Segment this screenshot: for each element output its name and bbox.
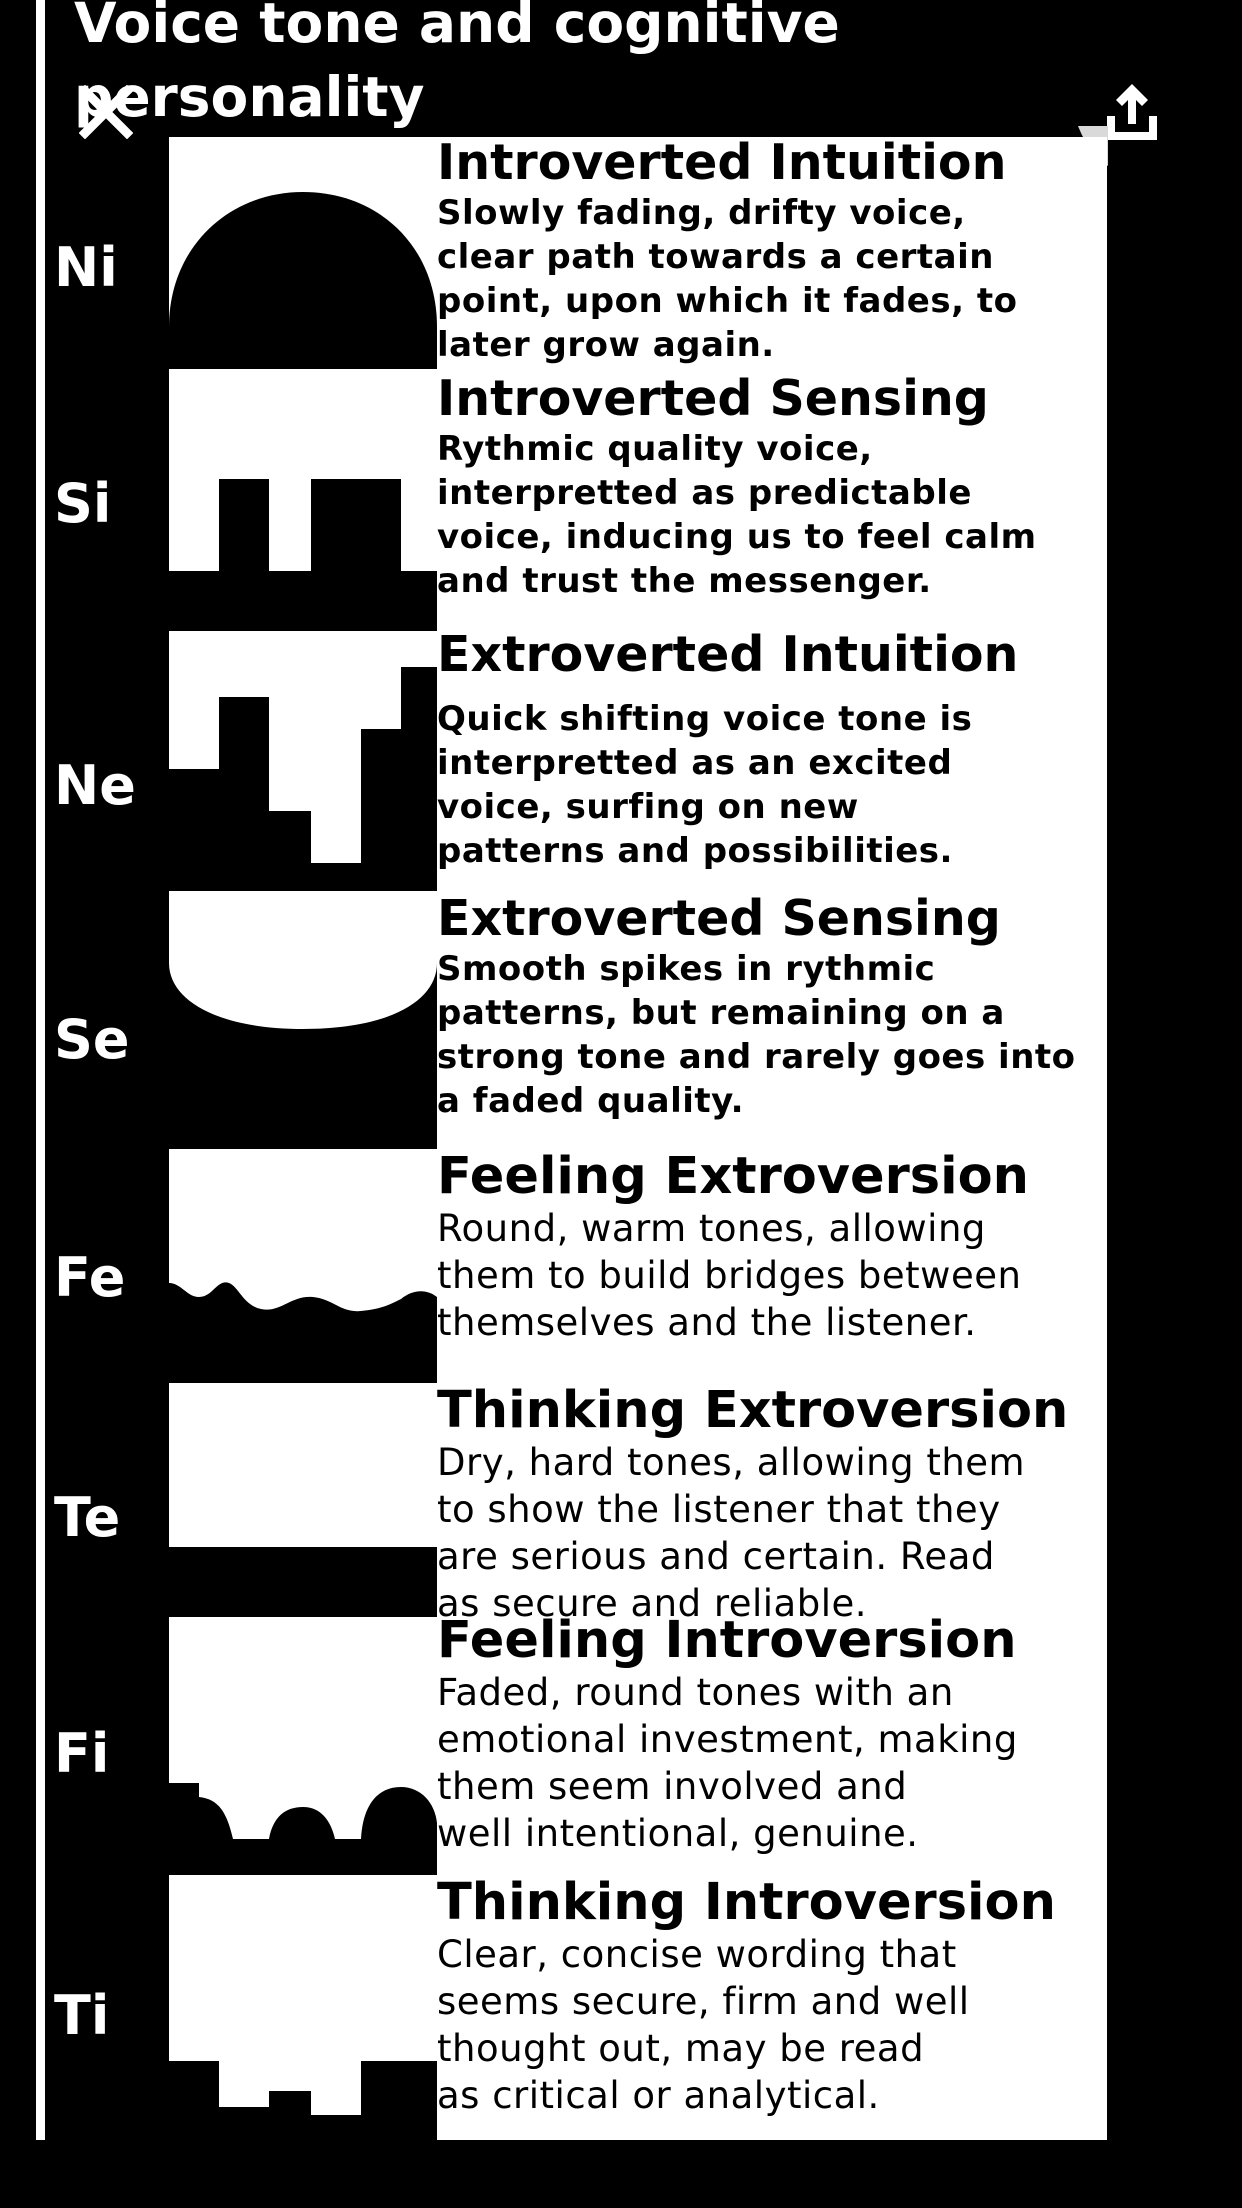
text-si: Introverted Sensing Rythmic quality voic… — [437, 369, 1099, 631]
desc-ti-4: as critical or analytical. — [437, 2074, 880, 2117]
waveform-fi — [169, 1617, 437, 1875]
text-fe: Feeling Extroversion Round, warm tones, … — [437, 1149, 1099, 1383]
close-icon — [79, 85, 133, 139]
heading-fe: Feeling Extroversion — [437, 1149, 1029, 1206]
desc-ti-1: Clear, concise wording that — [437, 1933, 957, 1976]
desc-te-4: as secure and reliable. — [437, 1582, 868, 1617]
waveform-si — [169, 369, 437, 631]
text-ti: Thinking Introversion Clear, concise wor… — [437, 1875, 1099, 2140]
waveform-ni — [169, 137, 437, 369]
desc-te-3: are serious and certain. Read — [437, 1535, 995, 1578]
label-ni: Ni — [54, 236, 118, 299]
heading-te: Thinking Extroversion — [437, 1383, 1069, 1440]
chart-panel: Introverted Intuition Slowly fading, dri… — [169, 137, 1107, 2140]
desc-si-1: Rythmic quality voice, — [437, 429, 873, 469]
label-fe: Fe — [54, 1246, 126, 1309]
row-se: Extroverted Sensing Smooth spikes in ryt… — [169, 891, 1107, 1149]
desc-ne-3: voice, surfing on new — [437, 787, 859, 827]
desc-se-3: strong tone and rarely goes into — [437, 1037, 1076, 1077]
text-se: Extroverted Sensing Smooth spikes in ryt… — [437, 891, 1099, 1149]
page-title: Voice tone and cognitive personality — [74, 0, 840, 129]
label-te: Te — [54, 1486, 121, 1549]
desc-ni-1: Slowly fading, drifty voice, — [437, 193, 966, 233]
text-fi: Feeling Introversion Faded, round tones … — [437, 1617, 1099, 1875]
desc-te-2: to show the listener that they — [437, 1488, 1001, 1531]
desc-se-2: patterns, but remaining on a — [437, 993, 1005, 1033]
heading-fi: Feeling Introversion — [437, 1617, 1017, 1670]
desc-fi-2: emotional investment, making — [437, 1718, 1018, 1761]
desc-ne-4: patterns and possibilities. — [437, 831, 953, 871]
text-te: Thinking Extroversion Dry, hard tones, a… — [437, 1383, 1099, 1617]
desc-fe-3: themselves and the listener. — [437, 1301, 977, 1344]
row-ti: Thinking Introversion Clear, concise wor… — [169, 1875, 1107, 2140]
row-fe: Feeling Extroversion Round, warm tones, … — [169, 1149, 1107, 1383]
desc-te-1: Dry, hard tones, allowing them — [437, 1441, 1026, 1484]
desc-fi-1: Faded, round tones with an — [437, 1671, 954, 1714]
desc-fe-2: them to build bridges between — [437, 1254, 1022, 1297]
row-te: Thinking Extroversion Dry, hard tones, a… — [169, 1383, 1107, 1617]
waveform-se — [169, 891, 437, 1149]
label-ne: Ne — [54, 754, 136, 817]
row-si: Introverted Sensing Rythmic quality voic… — [169, 369, 1107, 631]
desc-ti-3: thought out, may be read — [437, 2027, 925, 2070]
heading-ne: Extroverted Intuition — [437, 631, 1019, 683]
share-icon — [1107, 84, 1157, 140]
desc-ni-4: later grow again. — [437, 325, 775, 365]
heading-si: Introverted Sensing — [437, 370, 989, 427]
row-ni: Introverted Intuition Slowly fading, dri… — [169, 137, 1107, 369]
waveform-ti — [169, 1875, 437, 2140]
heading-se: Extroverted Sensing — [437, 891, 1001, 947]
desc-si-4: and trust the messenger. — [437, 561, 932, 601]
row-fi: Feeling Introversion Faded, round tones … — [169, 1617, 1107, 1875]
share-button[interactable] — [1100, 76, 1164, 148]
desc-fi-3: them seem involved and — [437, 1765, 908, 1808]
waveform-te — [169, 1383, 437, 1617]
close-button[interactable] — [74, 80, 138, 144]
desc-ni-2: clear path towards a certain — [437, 237, 994, 277]
desc-ni-3: point, upon which it fades, to — [437, 281, 1018, 321]
heading-ti: Thinking Introversion — [437, 1875, 1056, 1932]
label-fi: Fi — [54, 1722, 110, 1785]
desc-ti-2: seems secure, firm and well — [437, 1980, 970, 2023]
desc-fi-4: well intentional, genuine. — [437, 1812, 919, 1855]
desc-ne-2: interpretted as an excited — [437, 743, 953, 783]
heading-ni: Introverted Intuition — [437, 137, 1007, 191]
desc-se-4: a faded quality. — [437, 1081, 745, 1121]
text-ni: Introverted Intuition Slowly fading, dri… — [437, 137, 1099, 369]
waveform-ne — [169, 631, 437, 891]
label-ti: Ti — [54, 1984, 110, 2047]
desc-si-3: voice, inducing us to feel calm — [437, 517, 1037, 557]
left-border-line — [36, 0, 45, 2140]
row-ne: Extroverted Intuition Quick shifting voi… — [169, 631, 1107, 891]
waveform-fe — [169, 1149, 437, 1383]
desc-se-1: Smooth spikes in rythmic — [437, 949, 936, 989]
desc-si-2: interpretted as predictable — [437, 473, 972, 513]
desc-fe-1: Round, warm tones, allowing — [437, 1207, 986, 1250]
desc-ne-1: Quick shifting voice tone is — [437, 699, 973, 739]
label-se: Se — [54, 1008, 130, 1071]
label-si: Si — [54, 472, 112, 535]
text-ne: Extroverted Intuition Quick shifting voi… — [437, 631, 1099, 891]
